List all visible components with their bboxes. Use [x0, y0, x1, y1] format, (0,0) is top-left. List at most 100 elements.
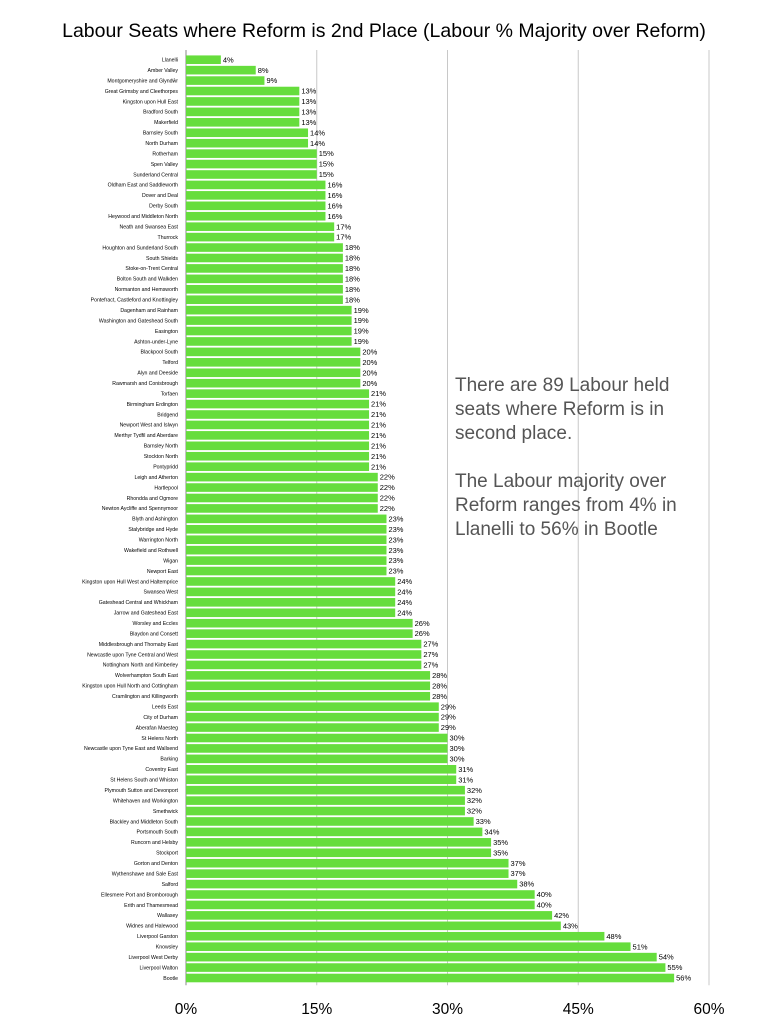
category-labels: Llanelli Amber Valley Montgomeryshire and … [82, 58, 178, 982]
value-label: 21% [371, 389, 386, 398]
value-label: 29% [441, 723, 456, 732]
category-label: Warrington North [139, 538, 178, 544]
bar [186, 691, 431, 701]
category-label: Blackley and Middleton South [110, 819, 178, 825]
category-label: Bradford South [143, 110, 178, 116]
value-label: 17% [336, 222, 351, 231]
category-label: Gateshead Central and Whickham [99, 600, 178, 606]
bar [186, 535, 387, 545]
bar [186, 149, 317, 158]
value-label: 27% [423, 640, 438, 649]
category-label: Wallasey [157, 913, 178, 919]
category-label: Wolverhampton South East [115, 673, 179, 679]
category-label: Nottingham North and Kimberley [103, 663, 179, 669]
bar [186, 973, 675, 983]
value-label: 33% [476, 817, 491, 826]
category-label: St Helens South and Whiston [110, 778, 178, 784]
bar [186, 764, 457, 774]
annotation-paragraph-2: The Labour majority over Reform ranges f… [455, 471, 677, 540]
category-label: Birmingham Erdington [127, 402, 178, 408]
value-label: 55% [667, 963, 682, 972]
category-label: Normanton and Hemsworth [115, 287, 179, 293]
bar [186, 211, 326, 221]
value-label: 20% [362, 379, 377, 388]
bar [186, 222, 335, 231]
bar [186, 191, 326, 200]
category-label: Jarrow and Gateshead East [114, 611, 179, 617]
value-label: 18% [345, 285, 360, 294]
category-label: Dover and Deal [142, 193, 178, 199]
category-label: Knowsley [156, 944, 179, 950]
x-tick-label: 45% [563, 1001, 594, 1018]
bar [186, 587, 396, 597]
value-label: 22% [380, 504, 395, 513]
bar [186, 55, 221, 65]
bar [186, 785, 465, 795]
bar [186, 264, 343, 273]
category-label: Oldham East and Saddleworth [108, 183, 178, 189]
bar [186, 650, 422, 659]
category-label: Middlesbrough and Thornaby East [99, 642, 179, 648]
value-label: 32% [467, 807, 482, 816]
value-label: 18% [345, 243, 360, 252]
bar [186, 159, 317, 169]
x-tick-label: 30% [432, 1001, 463, 1018]
bar [186, 911, 553, 920]
category-label: Great Grimsby and Cleethorpes [105, 89, 179, 95]
value-label: 26% [415, 619, 430, 628]
category-label: Dagenham and Rainham [120, 308, 178, 314]
value-label: 23% [388, 546, 403, 555]
bar [186, 326, 352, 336]
bar [186, 128, 309, 138]
bar [186, 931, 605, 941]
value-label: 19% [354, 316, 369, 325]
value-label: 27% [423, 650, 438, 659]
value-label: 18% [345, 295, 360, 304]
category-label: Houghton and Sunderland South [102, 245, 178, 251]
category-label: Thurrock [158, 235, 179, 241]
category-label: Gorton and Denton [134, 861, 178, 867]
bar [186, 598, 396, 607]
value-label: 18% [345, 274, 360, 283]
value-label: 56% [676, 974, 691, 983]
bar [186, 86, 300, 96]
bar [186, 848, 492, 858]
chart-title: Labour Seats where Reform is 2nd Place (… [62, 20, 706, 42]
category-label: Newport East [147, 569, 179, 575]
category-label: Heywood and Middleton North [108, 214, 178, 220]
value-label: 21% [371, 400, 386, 409]
bar [186, 253, 343, 263]
category-label: Derby South [149, 204, 178, 210]
category-label: Rotherham [152, 151, 178, 157]
value-label: 38% [519, 880, 534, 889]
value-label: 21% [371, 431, 386, 440]
bar [186, 410, 370, 419]
value-label: 34% [484, 828, 499, 837]
annotation-paragraph-1: There are 89 Labour held seats where Ref… [455, 375, 670, 444]
bar [186, 232, 335, 242]
category-label: Blackpool South [141, 350, 179, 356]
category-label: Newcastle upon Tyne Central and West [87, 652, 178, 658]
value-label: 4% [223, 55, 234, 64]
value-label: 16% [327, 181, 342, 190]
bar [186, 796, 465, 805]
bar [186, 274, 343, 284]
bar [186, 639, 422, 649]
value-label: 13% [301, 87, 316, 96]
value-label: 21% [371, 441, 386, 450]
category-label: Spen Valley [151, 162, 179, 168]
value-label: 40% [537, 901, 552, 910]
bar [186, 118, 300, 127]
category-label: Barnsley North [144, 444, 178, 450]
bar [186, 138, 309, 148]
bar [186, 608, 396, 618]
value-label: 14% [310, 139, 325, 148]
category-label: Erith and Thamesmead [124, 903, 178, 909]
value-label: 31% [458, 765, 473, 774]
value-label: 30% [450, 744, 465, 753]
value-label: 14% [310, 128, 325, 137]
category-label: Worsley and Eccles [133, 621, 179, 627]
value-label: 13% [301, 97, 316, 106]
value-label: 24% [397, 598, 412, 607]
bar [186, 869, 509, 878]
